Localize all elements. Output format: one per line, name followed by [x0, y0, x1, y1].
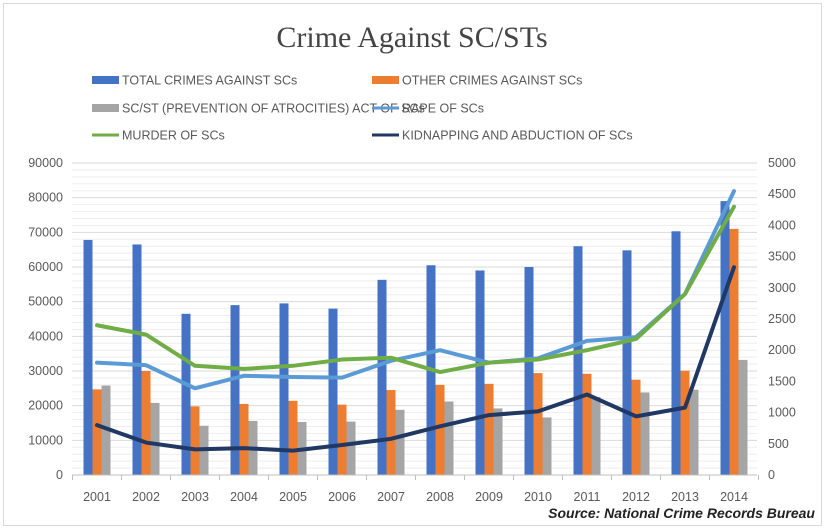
bar-sc-st-prevention-of-atrocities-act-of-scs-2011 — [591, 397, 601, 475]
y-right-tick-label: 2000 — [768, 343, 796, 357]
bar-sc-st-prevention-of-atrocities-act-of-scs-2008 — [444, 401, 454, 475]
bar-other-crimes-against-scs-2006 — [337, 404, 347, 475]
bar-sc-st-prevention-of-atrocities-act-of-scs-2002 — [150, 402, 160, 475]
legend-label: RAPE OF SCs — [402, 102, 484, 116]
bar-total-crimes-against-scs-2011 — [573, 246, 583, 475]
legend-label: MURDER OF SCs — [122, 129, 225, 143]
legend: TOTAL CRIMES AGAINST SCs OTHER CRIMES AGA… — [92, 74, 633, 143]
bar-other-crimes-against-scs-2013 — [680, 370, 690, 475]
bar-total-crimes-against-scs-2004 — [230, 305, 240, 475]
y-left-tick-label: 90000 — [28, 156, 63, 170]
bar-other-crimes-against-scs-2008 — [435, 384, 445, 475]
y-right-tick-label: 1500 — [768, 374, 796, 388]
x-tick-label: 2011 — [574, 490, 601, 504]
legend-label: KIDNAPPING AND ABDUCTION OF SCs — [402, 129, 633, 143]
y-right-tick-label: 2500 — [768, 312, 796, 326]
x-tick-label: 2002 — [132, 490, 160, 504]
source-note: Source: National Crime Records Bureau — [548, 505, 815, 521]
bar-other-crimes-against-scs-2001 — [92, 389, 102, 475]
y-left-tick-label: 0 — [56, 468, 63, 482]
y-right-tick-label: 5000 — [768, 156, 796, 170]
legend-swatch — [372, 76, 399, 84]
bar-other-crimes-against-scs-2004 — [239, 403, 249, 475]
line-murder-of-scs — [95, 204, 736, 375]
legend-swatch — [92, 104, 119, 112]
bar-other-crimes-against-scs-2007 — [386, 390, 396, 475]
chart-title: Crime Against SC/STs — [276, 21, 547, 54]
bar-sc-st-prevention-of-atrocities-act-of-scs-2007 — [395, 409, 405, 475]
legend-label: SC/ST (PREVENTION OF ATROCITIES) ACT OF … — [122, 102, 425, 116]
x-tick-label: 2004 — [230, 490, 258, 504]
y-right-tick-label: 1000 — [768, 406, 796, 420]
x-tick-label: 2008 — [426, 490, 454, 504]
x-tick-label: 2005 — [279, 490, 307, 504]
bar-total-crimes-against-scs-2007 — [377, 279, 387, 475]
legend-swatch — [92, 76, 119, 84]
bar-other-crimes-against-scs-2009 — [484, 383, 494, 475]
y-right-tick-label: 3500 — [768, 250, 796, 264]
chart-frame — [3, 3, 822, 526]
bar-other-crimes-against-scs-2003 — [190, 406, 200, 475]
y-left-tick-label: 30000 — [28, 364, 63, 378]
x-tick-label: 2003 — [181, 490, 209, 504]
x-tick-label: 2009 — [475, 490, 503, 504]
y-right-tick-label: 3000 — [768, 281, 796, 295]
bar-total-crimes-against-scs-2001 — [83, 239, 93, 475]
bar-other-crimes-against-scs-2005 — [288, 400, 298, 475]
y-left-tick-label: 10000 — [28, 433, 63, 447]
axes: 0100002000030000400005000060000700008000… — [28, 156, 796, 504]
bar-other-crimes-against-scs-2010 — [533, 373, 543, 475]
legend-label: OTHER CRIMES AGAINST SCs — [402, 74, 582, 88]
x-tick-label: 2010 — [524, 490, 552, 504]
x-tick-label: 2001 — [83, 490, 111, 504]
bar-total-crimes-against-scs-2009 — [475, 270, 485, 475]
bar-sc-st-prevention-of-atrocities-act-of-scs-2014 — [738, 359, 748, 475]
x-tick-label: 2012 — [622, 490, 650, 504]
y-left-tick-label: 70000 — [28, 225, 63, 239]
y-right-tick-label: 500 — [768, 437, 789, 451]
bar-total-crimes-against-scs-2010 — [524, 267, 534, 475]
y-right-tick-label: 4000 — [768, 218, 796, 232]
line-kidnapping-and-abduction-of-scs — [95, 265, 736, 453]
bar-sc-st-prevention-of-atrocities-act-of-scs-2012 — [640, 392, 650, 475]
bar-total-crimes-against-scs-2005 — [279, 303, 289, 475]
y-left-tick-label: 40000 — [28, 329, 63, 343]
y-left-tick-label: 60000 — [28, 260, 63, 274]
bar-other-crimes-against-scs-2002 — [141, 371, 151, 475]
x-tick-label: 2007 — [377, 490, 405, 504]
bar-sc-st-prevention-of-atrocities-act-of-scs-2006 — [346, 421, 356, 475]
bar-total-crimes-against-scs-2003 — [181, 313, 191, 475]
bar-other-crimes-against-scs-2014 — [729, 228, 739, 475]
y-right-tick-label: 4500 — [768, 187, 796, 201]
y-left-tick-label: 80000 — [28, 191, 63, 205]
legend-label: TOTAL CRIMES AGAINST SCs — [122, 74, 297, 88]
bar-total-crimes-against-scs-2006 — [328, 308, 338, 475]
bar-other-crimes-against-scs-2011 — [582, 373, 592, 475]
bar-sc-st-prevention-of-atrocities-act-of-scs-2010 — [542, 417, 552, 475]
bar-sc-st-prevention-of-atrocities-act-of-scs-2009 — [493, 408, 503, 475]
x-tick-label: 2006 — [328, 490, 356, 504]
y-left-tick-label: 50000 — [28, 295, 63, 309]
bar-other-crimes-against-scs-2012 — [631, 379, 641, 475]
line-rape-of-scs — [95, 189, 736, 391]
lines — [95, 189, 736, 453]
bars — [83, 201, 748, 475]
bar-total-crimes-against-scs-2013 — [671, 231, 681, 475]
bar-total-crimes-against-scs-2012 — [622, 250, 632, 475]
bar-total-crimes-against-scs-2002 — [132, 244, 142, 475]
y-left-tick-label: 20000 — [28, 399, 63, 413]
bar-sc-st-prevention-of-atrocities-act-of-scs-2013 — [689, 389, 699, 475]
x-tick-label: 2014 — [720, 490, 748, 504]
y-right-tick-label: 0 — [768, 468, 775, 482]
x-tick-label: 2013 — [671, 490, 699, 504]
bar-total-crimes-against-scs-2014 — [720, 201, 730, 475]
